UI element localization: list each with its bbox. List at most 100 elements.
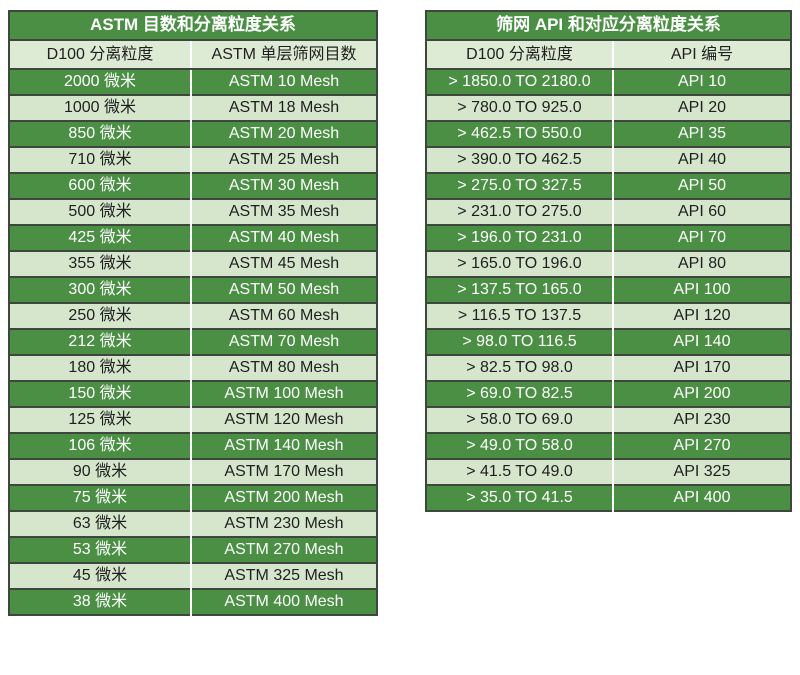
designation-cell: API 170 bbox=[612, 354, 791, 381]
designation-cell: ASTM 140 Mesh bbox=[190, 432, 377, 459]
particle-size-cell: 63 微米 bbox=[9, 510, 191, 537]
designation-cell: ASTM 25 Mesh bbox=[190, 146, 377, 173]
particle-size-cell: > 275.0 TO 327.5 bbox=[426, 172, 613, 199]
designation-cell: API 20 bbox=[612, 94, 791, 121]
designation-cell: API 200 bbox=[612, 380, 791, 407]
particle-size-cell: 250 微米 bbox=[9, 302, 191, 329]
particle-size-cell: 500 微米 bbox=[9, 198, 191, 225]
particle-size-cell: > 137.5 TO 165.0 bbox=[426, 276, 613, 303]
designation-cell: ASTM 80 Mesh bbox=[190, 354, 377, 381]
particle-size-cell: 106 微米 bbox=[9, 432, 191, 459]
particle-size-cell: 38 微米 bbox=[9, 588, 191, 615]
designation-cell: ASTM 45 Mesh bbox=[190, 250, 377, 277]
table-row: > 41.5 TO 49.0 API 325 bbox=[426, 458, 791, 485]
designation-cell: ASTM 50 Mesh bbox=[190, 276, 377, 303]
designation-cell: API 70 bbox=[612, 224, 791, 251]
particle-size-cell: 300 微米 bbox=[9, 276, 191, 303]
designation-cell: ASTM 35 Mesh bbox=[190, 198, 377, 225]
table-row: 90 微米 ASTM 170 Mesh bbox=[9, 458, 377, 485]
table-row: 1000 微米 ASTM 18 Mesh bbox=[9, 94, 377, 121]
api-table-body: > 1850.0 TO 2180.0 API 10 > 780.0 TO 925.0… bbox=[426, 69, 791, 511]
table-row: 125 微米 ASTM 120 Mesh bbox=[9, 406, 377, 433]
designation-cell: ASTM 60 Mesh bbox=[190, 302, 377, 329]
table-row: 63 微米 ASTM 230 Mesh bbox=[9, 510, 377, 537]
particle-size-cell: 212 微米 bbox=[9, 328, 191, 355]
table-row: > 780.0 TO 925.0 API 20 bbox=[426, 94, 791, 121]
table-row: 38 微米 ASTM 400 Mesh bbox=[9, 588, 377, 615]
table-row: 850 微米 ASTM 20 Mesh bbox=[9, 120, 377, 147]
table-row: 600 微米 ASTM 30 Mesh bbox=[9, 172, 377, 199]
table-row: 106 微米 ASTM 140 Mesh bbox=[9, 432, 377, 459]
designation-cell: ASTM 70 Mesh bbox=[190, 328, 377, 355]
table-row: 2000 微米 ASTM 10 Mesh bbox=[9, 69, 377, 95]
particle-size-cell: > 780.0 TO 925.0 bbox=[426, 94, 613, 121]
particle-size-cell: 75 微米 bbox=[9, 484, 191, 511]
particle-size-cell: 45 微米 bbox=[9, 562, 191, 589]
particle-size-cell: 90 微米 bbox=[9, 458, 191, 485]
designation-cell: API 60 bbox=[612, 198, 791, 225]
column-header-row: D100 分离粒度 ASTM 单层筛网目数 bbox=[9, 40, 377, 70]
table-row: 355 微米 ASTM 45 Mesh bbox=[9, 250, 377, 277]
astm-table-title: ASTM 目数和分离粒度关系 bbox=[9, 11, 377, 41]
table-row: 150 微米 ASTM 100 Mesh bbox=[9, 380, 377, 407]
column-header-api-number: API 编号 bbox=[612, 40, 791, 70]
table-row: 75 微米 ASTM 200 Mesh bbox=[9, 484, 377, 511]
table-row: > 1850.0 TO 2180.0 API 10 bbox=[426, 69, 791, 95]
table-title-row: ASTM 目数和分离粒度关系 bbox=[9, 11, 377, 41]
particle-size-cell: > 98.0 TO 116.5 bbox=[426, 328, 613, 355]
particle-size-cell: > 49.0 TO 58.0 bbox=[426, 432, 613, 459]
particle-size-cell: 180 微米 bbox=[9, 354, 191, 381]
particle-size-cell: > 462.5 TO 550.0 bbox=[426, 120, 613, 147]
particle-size-cell: 710 微米 bbox=[9, 146, 191, 173]
designation-cell: ASTM 400 Mesh bbox=[190, 588, 377, 615]
table-row: > 231.0 TO 275.0 API 60 bbox=[426, 198, 791, 225]
designation-cell: ASTM 170 Mesh bbox=[190, 458, 377, 485]
designation-cell: API 35 bbox=[612, 120, 791, 147]
table-row: > 275.0 TO 327.5 API 50 bbox=[426, 172, 791, 199]
particle-size-cell: 2000 微米 bbox=[9, 69, 191, 95]
table-title-row: 筛网 API 和对应分离粒度关系 bbox=[426, 11, 791, 41]
table-row: > 49.0 TO 58.0 API 270 bbox=[426, 432, 791, 459]
table-row: > 390.0 TO 462.5 API 40 bbox=[426, 146, 791, 173]
designation-cell: ASTM 120 Mesh bbox=[190, 406, 377, 433]
designation-cell: API 400 bbox=[612, 484, 791, 511]
table-row: > 82.5 TO 98.0 API 170 bbox=[426, 354, 791, 381]
particle-size-cell: > 35.0 TO 41.5 bbox=[426, 484, 613, 511]
table-row: > 165.0 TO 196.0 API 80 bbox=[426, 250, 791, 277]
designation-cell: API 270 bbox=[612, 432, 791, 459]
designation-cell: API 10 bbox=[612, 69, 791, 95]
astm-table-body: 2000 微米 ASTM 10 Mesh 1000 微米 ASTM 18 Mesh 85… bbox=[9, 69, 377, 615]
table-row: 45 微米 ASTM 325 Mesh bbox=[9, 562, 377, 589]
particle-size-cell: > 165.0 TO 196.0 bbox=[426, 250, 613, 277]
column-header-astm-mesh: ASTM 单层筛网目数 bbox=[190, 40, 377, 70]
designation-cell: ASTM 20 Mesh bbox=[190, 120, 377, 147]
designation-cell: ASTM 270 Mesh bbox=[190, 536, 377, 563]
particle-size-cell: > 196.0 TO 231.0 bbox=[426, 224, 613, 251]
table-row: 212 微米 ASTM 70 Mesh bbox=[9, 328, 377, 355]
table-row: > 137.5 TO 165.0 API 100 bbox=[426, 276, 791, 303]
particle-size-cell: 150 微米 bbox=[9, 380, 191, 407]
designation-cell: ASTM 40 Mesh bbox=[190, 224, 377, 251]
api-screen-table: 筛网 API 和对应分离粒度关系 D100 分离粒度 API 编号 > 1850… bbox=[425, 10, 792, 512]
column-header-row: D100 分离粒度 API 编号 bbox=[426, 40, 791, 70]
column-header-particle-size: D100 分离粒度 bbox=[426, 40, 613, 70]
table-row: 710 微米 ASTM 25 Mesh bbox=[9, 146, 377, 173]
column-header-particle-size: D100 分离粒度 bbox=[9, 40, 191, 70]
particle-size-cell: > 69.0 TO 82.5 bbox=[426, 380, 613, 407]
designation-cell: API 50 bbox=[612, 172, 791, 199]
table-row: 180 微米 ASTM 80 Mesh bbox=[9, 354, 377, 381]
table-row: > 462.5 TO 550.0 API 35 bbox=[426, 120, 791, 147]
designation-cell: ASTM 10 Mesh bbox=[190, 69, 377, 95]
designation-cell: ASTM 30 Mesh bbox=[190, 172, 377, 199]
particle-size-cell: > 231.0 TO 275.0 bbox=[426, 198, 613, 225]
particle-size-cell: > 82.5 TO 98.0 bbox=[426, 354, 613, 381]
table-row: 500 微米 ASTM 35 Mesh bbox=[9, 198, 377, 225]
particle-size-cell: 355 微米 bbox=[9, 250, 191, 277]
api-table-title: 筛网 API 和对应分离粒度关系 bbox=[426, 11, 791, 41]
designation-cell: API 80 bbox=[612, 250, 791, 277]
particle-size-cell: 53 微米 bbox=[9, 536, 191, 563]
table-row: 250 微米 ASTM 60 Mesh bbox=[9, 302, 377, 329]
table-row: > 98.0 TO 116.5 API 140 bbox=[426, 328, 791, 355]
particle-size-cell: > 41.5 TO 49.0 bbox=[426, 458, 613, 485]
